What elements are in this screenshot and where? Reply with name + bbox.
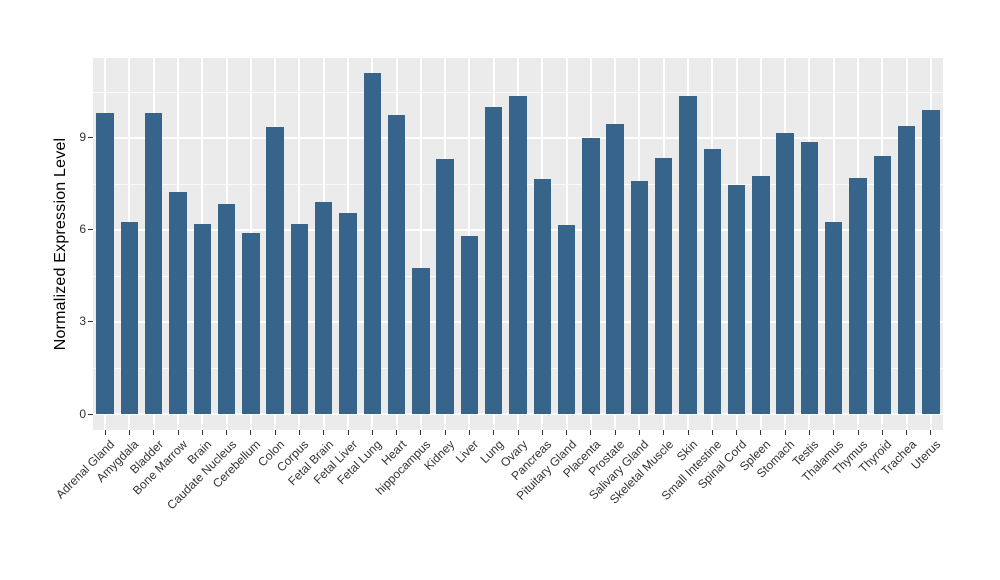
x-tick-mark bbox=[881, 430, 883, 435]
y-tick-label: 9 bbox=[79, 130, 86, 145]
x-tick-mark bbox=[153, 430, 155, 435]
bar-pituitary-gland bbox=[557, 225, 576, 415]
bar-uterus bbox=[922, 110, 940, 415]
x-tick-mark bbox=[930, 430, 932, 435]
vertical-gridline bbox=[419, 58, 422, 430]
x-tick-mark bbox=[711, 430, 713, 435]
x-tick-mark bbox=[128, 430, 130, 435]
x-tick-mark bbox=[590, 430, 592, 435]
y-tick-mark bbox=[88, 137, 93, 139]
bar-bladder bbox=[144, 113, 163, 415]
bar-skin bbox=[679, 96, 697, 415]
bar-fetal-liver bbox=[339, 213, 357, 415]
bar-stomach bbox=[776, 133, 794, 415]
x-tick-mark bbox=[638, 430, 640, 435]
x-tick-mark bbox=[250, 430, 252, 435]
bar-liver bbox=[460, 236, 479, 415]
bar-pancreas bbox=[533, 179, 552, 415]
x-tick-mark bbox=[444, 430, 446, 435]
x-tick-mark bbox=[833, 430, 835, 435]
y-tick-label: 3 bbox=[79, 314, 86, 329]
x-tick-mark bbox=[298, 430, 300, 435]
bar-adrenal-gland bbox=[96, 113, 114, 415]
x-tick-mark bbox=[104, 430, 106, 435]
x-tick-mark bbox=[614, 430, 616, 435]
x-tick-mark bbox=[906, 430, 908, 435]
x-tick-mark bbox=[323, 430, 325, 435]
x-tick-mark bbox=[420, 430, 422, 435]
bar-lung bbox=[484, 107, 503, 415]
bar-bone-marrow bbox=[169, 191, 187, 415]
x-tick-mark bbox=[687, 430, 689, 435]
y-tick-mark bbox=[88, 413, 93, 415]
bar-skeletal-muscle bbox=[654, 157, 673, 415]
bar-heart bbox=[387, 114, 406, 415]
x-tick-mark bbox=[371, 430, 373, 435]
y-tick-mark bbox=[88, 229, 93, 231]
bar-fetal-lung bbox=[363, 73, 382, 415]
x-tick-mark bbox=[226, 430, 228, 435]
bar-corpus bbox=[290, 223, 309, 415]
x-tick-mark bbox=[274, 430, 276, 435]
bar-thalamus bbox=[824, 222, 843, 415]
bar-hippocampus bbox=[412, 268, 430, 415]
bar-caudate-nucleus bbox=[217, 203, 236, 415]
bar-kidney bbox=[436, 159, 454, 415]
bar-salivary-gland bbox=[630, 180, 649, 415]
x-tick-mark bbox=[857, 430, 859, 435]
x-tick-mark bbox=[396, 430, 398, 435]
bar-colon bbox=[266, 127, 284, 415]
y-tick-label: 6 bbox=[79, 222, 86, 237]
x-tick-mark bbox=[808, 430, 810, 435]
bar-placenta bbox=[582, 137, 600, 415]
bar-spinal-cord bbox=[727, 185, 746, 415]
bar-ovary bbox=[509, 96, 527, 415]
bar-cerebellum bbox=[242, 232, 260, 415]
plot-panel bbox=[93, 58, 943, 430]
y-tick-mark bbox=[88, 321, 93, 323]
x-tick-mark bbox=[736, 430, 738, 435]
bar-brain bbox=[193, 223, 212, 415]
x-tick-mark bbox=[468, 430, 470, 435]
bar-testis bbox=[800, 142, 819, 415]
x-tick-mark bbox=[566, 430, 568, 435]
bar-small-intestine bbox=[703, 148, 722, 415]
x-tick-mark bbox=[493, 430, 495, 435]
x-tick-mark bbox=[517, 430, 519, 435]
bar-trachea bbox=[897, 125, 916, 415]
bar-spleen bbox=[752, 176, 770, 415]
bar-thymus bbox=[849, 177, 867, 415]
x-tick-mark bbox=[541, 430, 543, 435]
x-tick-mark bbox=[784, 430, 786, 435]
x-tick-mark bbox=[347, 430, 349, 435]
x-tick-mark bbox=[177, 430, 179, 435]
bar-fetal-brain bbox=[314, 202, 333, 415]
y-tick-label: 0 bbox=[79, 406, 86, 421]
x-tick-mark bbox=[201, 430, 203, 435]
bar-amygdala bbox=[120, 222, 139, 415]
x-tick-mark bbox=[760, 430, 762, 435]
bar-thyroid bbox=[873, 156, 892, 415]
x-tick-mark bbox=[663, 430, 665, 435]
bar-prostate bbox=[606, 123, 624, 415]
